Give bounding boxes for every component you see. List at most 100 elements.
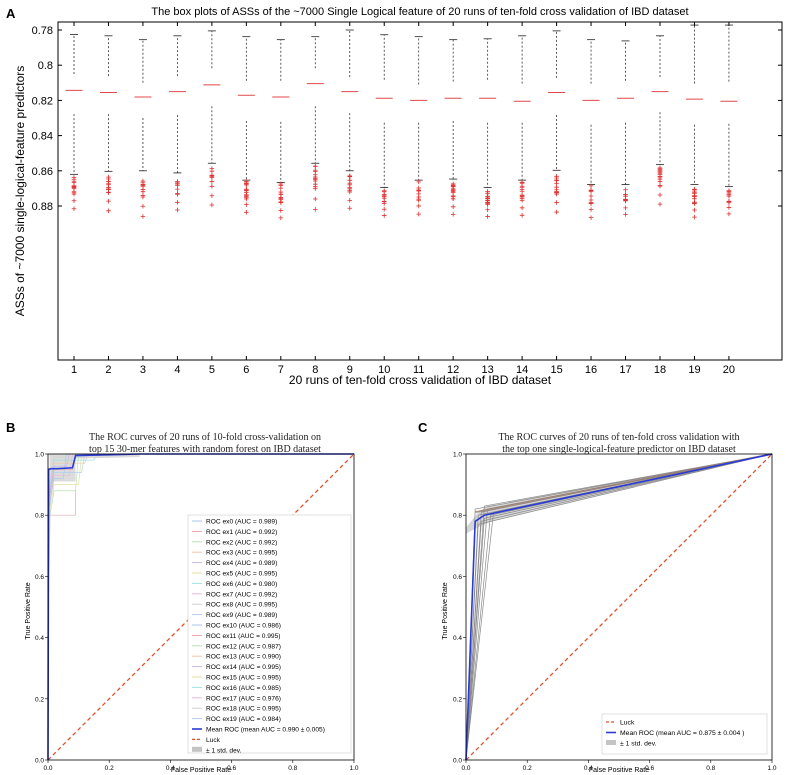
box-outlier <box>657 165 663 171</box>
roc-chart-c: The ROC curves of 20 runs of ten-fold cr… <box>442 432 777 774</box>
box-outlier <box>623 192 628 197</box>
legend-entry: ROC ex6 (AUC = 0.980) <box>206 581 277 588</box>
box-outlier <box>657 174 663 179</box>
x-tick-label: 15 <box>550 364 562 376</box>
roc-x-tick-label: 0.8 <box>288 765 297 772</box>
legend-entry: ROC ex8 (AUC = 0.995) <box>206 602 277 609</box>
box-outlier <box>485 189 490 195</box>
x-tick-label: 18 <box>654 364 666 376</box>
box-outlier <box>657 183 663 189</box>
box-outlier <box>175 179 180 184</box>
box-outlier <box>312 207 318 212</box>
legend-entry-std: ± 1 std. dev. <box>620 741 657 748</box>
x-tick-label: 16 <box>585 364 597 376</box>
box-outlier <box>554 209 559 215</box>
box-outlier <box>692 207 697 213</box>
box-outlier <box>312 163 318 169</box>
x-tick-label: 9 <box>347 364 353 376</box>
box-outlier <box>106 198 111 204</box>
roc-y-tick-label: 0.8 <box>453 513 462 520</box>
legend-entry: ROC ex13 (AUC = 0.990) <box>206 654 281 661</box>
roc-y-tick-label: 1.0 <box>453 452 462 459</box>
box-outlier <box>692 194 697 199</box>
box-outlier <box>416 194 421 200</box>
box-outlier <box>140 182 146 188</box>
box-outlier <box>692 201 697 206</box>
box-plot-chart: The box plots of ASSs of the ~7000 Singl… <box>13 6 783 387</box>
x-tick-label: 4 <box>174 364 180 376</box>
y-tick-label: 0.86 <box>32 166 53 178</box>
box-outlier <box>106 179 111 184</box>
box-outlier <box>416 185 421 191</box>
box-outlier <box>623 205 628 211</box>
roc-b-legend: ROC ex0 (AUC = 0.989) ROC ex1 (AUC = 0.99… <box>187 514 352 754</box>
box-outlier <box>278 208 284 213</box>
roc-y-tick-label: 0.4 <box>453 635 462 642</box>
box-outlier <box>416 203 421 209</box>
x-tick-label: 1 <box>71 364 77 376</box>
box-outlier <box>485 207 490 213</box>
box-outlier <box>244 182 249 188</box>
box-outlier <box>450 212 456 217</box>
box-outlier <box>209 202 215 208</box>
box-outlier <box>381 206 387 212</box>
box-outlier <box>554 178 559 183</box>
roc-c-luck-line <box>465 453 773 761</box>
box-outlier <box>519 180 525 185</box>
roc-y-tick-label: 0.4 <box>35 635 44 642</box>
legend-entry-luck: Luck <box>206 737 221 744</box>
box-outlier <box>623 212 628 217</box>
box-outlier <box>278 215 284 221</box>
box-outlier <box>381 199 387 204</box>
roc-b-title-line-2: top 15 30-mer features with random fores… <box>89 444 321 455</box>
roc-c-mean-curve <box>465 453 773 761</box>
box-chart-y-axis: 0.78 0.8 0.82 0.84 0.86 0.88 <box>32 25 782 213</box>
x-tick-label: 2 <box>105 364 111 376</box>
box-outlier <box>347 186 353 192</box>
y-tick-label: 0.88 <box>32 201 53 213</box>
x-tick-label: 7 <box>278 364 284 376</box>
x-tick-label: 5 <box>209 364 215 376</box>
roc-x-tick-label: 1.0 <box>349 765 358 772</box>
roc-x-tick-label: 0.6 <box>227 765 236 772</box>
box-outlier <box>726 211 732 217</box>
legend-entry: ROC ex1 (AUC = 0.992) <box>206 529 277 536</box>
legend-entry: ROC ex0 (AUC = 0.989) <box>206 519 277 526</box>
legend-entry: ROC ex16 (AUC = 0.985) <box>206 685 281 692</box>
roc-y-tick-label: 0.0 <box>453 758 462 765</box>
box-outlier <box>416 211 421 217</box>
box-outlier <box>209 179 215 184</box>
roc-x-tick-label: 0.2 <box>105 765 114 772</box>
box-outlier <box>450 182 456 188</box>
box-outlier <box>554 189 559 194</box>
roc-c-x-label: False Positive Rate <box>589 767 649 774</box>
box-outlier <box>244 193 249 198</box>
box-outlier <box>692 214 697 220</box>
x-tick-label: 12 <box>447 364 459 376</box>
roc-y-tick-label: 0.2 <box>35 696 44 703</box>
legend-entry-std: ± 1 std. dev. <box>206 747 242 754</box>
roc-c-run-curve <box>465 453 773 761</box>
roc-c-run-curve <box>465 453 773 761</box>
roc-c-title-line-1: The ROC curves of 20 runs of ten-fold cr… <box>498 432 739 443</box>
box-chart-plot-area <box>65 24 738 221</box>
legend-entry: ROC ex2 (AUC = 0.992) <box>206 539 277 546</box>
legend-entry: ROC ex19 (AUC = 0.984) <box>206 716 281 723</box>
box-outlier <box>175 191 180 197</box>
box-outlier <box>312 196 318 202</box>
box-outlier <box>209 174 215 180</box>
roc-x-tick-label: 0.2 <box>523 765 532 772</box>
box-outlier <box>71 191 77 197</box>
roc-x-tick-label: 1.0 <box>767 765 776 772</box>
roc-y-tick-label: 0.8 <box>35 513 44 520</box>
legend-swatch-std <box>606 740 616 745</box>
x-tick-label: 3 <box>140 364 146 376</box>
box-outlier <box>312 178 318 184</box>
box-outlier <box>588 200 594 205</box>
box-outlier <box>588 215 594 220</box>
y-tick-label: 0.84 <box>32 131 53 143</box>
legend-entry: ROC ex5 (AUC = 0.995) <box>206 571 277 578</box>
roc-frame <box>47 453 355 761</box>
box-outlier <box>278 185 284 191</box>
